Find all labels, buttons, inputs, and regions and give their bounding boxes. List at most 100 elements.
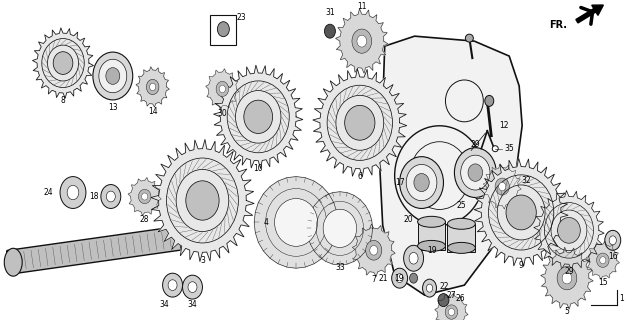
Ellipse shape <box>67 185 79 200</box>
Text: 26: 26 <box>456 293 465 303</box>
Ellipse shape <box>557 267 577 290</box>
Ellipse shape <box>106 191 115 202</box>
Text: 24: 24 <box>43 188 53 197</box>
Ellipse shape <box>438 294 449 307</box>
Ellipse shape <box>244 100 272 133</box>
Ellipse shape <box>600 257 606 264</box>
Bar <box>211 15 236 45</box>
Text: 20: 20 <box>404 215 414 224</box>
Text: 34: 34 <box>160 300 169 309</box>
Ellipse shape <box>188 282 197 292</box>
Text: 1: 1 <box>619 293 624 303</box>
Ellipse shape <box>448 243 476 253</box>
Text: 21: 21 <box>378 274 388 283</box>
Text: 29: 29 <box>471 140 480 149</box>
Polygon shape <box>541 247 593 309</box>
Text: 25: 25 <box>457 202 466 211</box>
Ellipse shape <box>492 146 498 152</box>
Ellipse shape <box>562 272 572 284</box>
Text: 6: 6 <box>357 172 362 180</box>
Text: 29: 29 <box>564 267 574 276</box>
Ellipse shape <box>216 81 229 97</box>
Ellipse shape <box>186 181 219 220</box>
Polygon shape <box>483 164 521 209</box>
Ellipse shape <box>506 195 536 230</box>
Polygon shape <box>352 224 395 276</box>
Ellipse shape <box>93 52 132 100</box>
Polygon shape <box>136 67 169 107</box>
Ellipse shape <box>344 105 375 140</box>
FancyBboxPatch shape <box>448 224 476 252</box>
Ellipse shape <box>454 148 496 197</box>
Ellipse shape <box>422 279 436 297</box>
Ellipse shape <box>558 218 580 243</box>
Text: 28: 28 <box>140 215 149 224</box>
Ellipse shape <box>162 273 182 297</box>
Ellipse shape <box>468 164 482 181</box>
Ellipse shape <box>466 34 473 42</box>
Ellipse shape <box>404 245 424 271</box>
Text: 5: 5 <box>564 307 569 316</box>
Ellipse shape <box>485 95 494 106</box>
Polygon shape <box>474 158 568 267</box>
Ellipse shape <box>426 284 432 292</box>
Ellipse shape <box>168 280 177 291</box>
Ellipse shape <box>138 189 151 204</box>
Ellipse shape <box>418 240 446 252</box>
Text: 13: 13 <box>108 103 118 112</box>
Text: 27: 27 <box>447 291 456 300</box>
Ellipse shape <box>53 52 73 75</box>
Ellipse shape <box>409 273 418 283</box>
Ellipse shape <box>448 308 454 316</box>
Polygon shape <box>380 36 522 295</box>
Text: 23: 23 <box>236 13 246 22</box>
Ellipse shape <box>142 193 148 200</box>
Ellipse shape <box>106 68 120 84</box>
Text: 18: 18 <box>89 192 99 201</box>
Ellipse shape <box>217 22 229 37</box>
Ellipse shape <box>605 230 621 250</box>
Text: 35: 35 <box>504 144 514 153</box>
Ellipse shape <box>445 305 458 319</box>
Text: 17: 17 <box>395 178 404 187</box>
Text: 4: 4 <box>263 218 268 227</box>
Polygon shape <box>128 178 161 215</box>
Ellipse shape <box>352 29 372 53</box>
Ellipse shape <box>461 155 490 190</box>
Ellipse shape <box>414 173 429 192</box>
Ellipse shape <box>495 178 509 195</box>
Ellipse shape <box>596 253 609 268</box>
Ellipse shape <box>60 177 86 208</box>
Text: 22: 22 <box>439 282 449 291</box>
Ellipse shape <box>499 182 506 191</box>
Text: FR.: FR. <box>549 20 567 30</box>
Text: 33: 33 <box>335 263 345 272</box>
Polygon shape <box>534 190 604 270</box>
FancyArrow shape <box>576 5 603 23</box>
Ellipse shape <box>366 240 382 260</box>
Ellipse shape <box>418 216 446 227</box>
Text: 15: 15 <box>598 278 608 287</box>
Ellipse shape <box>448 218 476 229</box>
Ellipse shape <box>182 275 203 299</box>
Text: 19: 19 <box>394 274 404 283</box>
Ellipse shape <box>609 236 616 245</box>
Text: 8: 8 <box>61 96 66 105</box>
Ellipse shape <box>101 185 121 208</box>
Ellipse shape <box>357 35 367 47</box>
FancyBboxPatch shape <box>7 227 181 274</box>
Ellipse shape <box>4 248 22 276</box>
Ellipse shape <box>409 252 418 264</box>
Ellipse shape <box>274 198 318 246</box>
Ellipse shape <box>99 59 127 93</box>
Text: 19: 19 <box>428 246 437 255</box>
Text: 9: 9 <box>519 261 524 270</box>
Polygon shape <box>313 69 407 177</box>
Text: 7: 7 <box>371 275 376 284</box>
Text: 32: 32 <box>521 176 531 185</box>
Polygon shape <box>308 192 372 265</box>
Text: 31: 31 <box>325 8 335 17</box>
Polygon shape <box>206 69 239 109</box>
Polygon shape <box>586 241 619 279</box>
Text: 12: 12 <box>499 121 509 130</box>
